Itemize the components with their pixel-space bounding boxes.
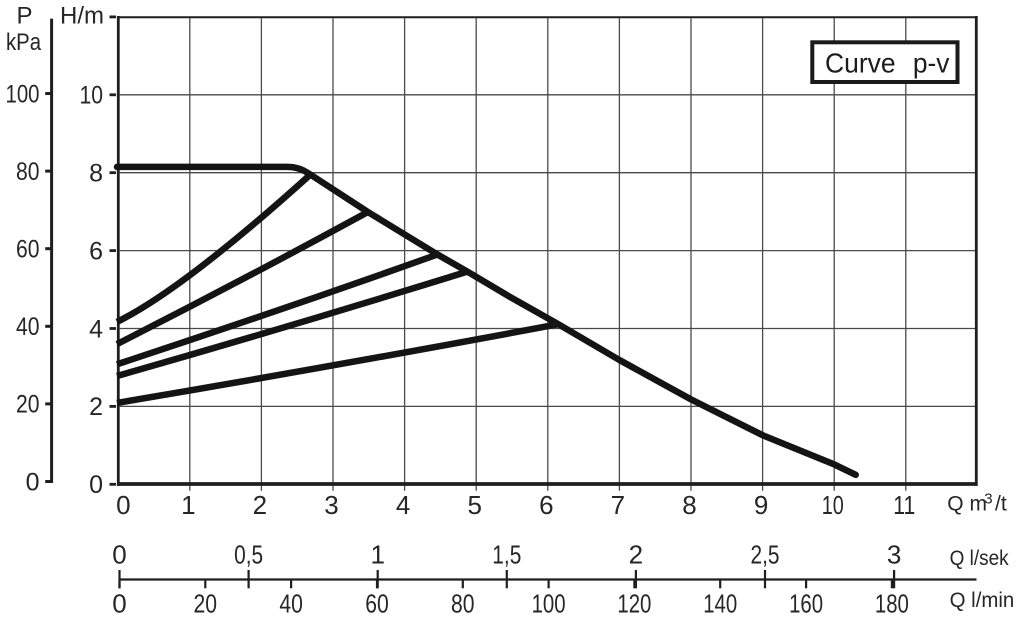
svg-text:3: 3 xyxy=(887,540,901,570)
svg-text:3: 3 xyxy=(984,491,992,508)
svg-text:11: 11 xyxy=(893,490,915,520)
svg-text:7: 7 xyxy=(611,490,625,520)
svg-text:2: 2 xyxy=(629,540,643,570)
svg-text:1,5: 1,5 xyxy=(492,540,521,570)
svg-text:8: 8 xyxy=(682,490,696,520)
svg-text:2: 2 xyxy=(253,490,267,520)
svg-text:40: 40 xyxy=(279,588,303,618)
svg-text:0: 0 xyxy=(112,588,126,618)
svg-text:100: 100 xyxy=(6,80,40,108)
svg-text:1: 1 xyxy=(370,540,384,570)
svg-text:180: 180 xyxy=(875,588,909,618)
svg-text:Q m: Q m xyxy=(947,493,987,516)
svg-text:p-v: p-v xyxy=(913,48,950,79)
svg-text:3: 3 xyxy=(324,490,338,520)
svg-text:2: 2 xyxy=(89,393,103,421)
svg-text:6: 6 xyxy=(89,237,103,265)
svg-text:8: 8 xyxy=(89,160,103,188)
svg-text:160: 160 xyxy=(789,588,823,618)
svg-text:140: 140 xyxy=(703,588,737,618)
svg-text:80: 80 xyxy=(451,588,475,618)
svg-text:Q l/min: Q l/min xyxy=(950,589,1015,612)
svg-text:20: 20 xyxy=(16,391,40,419)
svg-text:Curve: Curve xyxy=(825,48,896,79)
svg-text:10: 10 xyxy=(822,490,844,520)
svg-text:5: 5 xyxy=(467,490,481,520)
svg-text:P: P xyxy=(16,3,32,30)
svg-text:60: 60 xyxy=(16,236,40,264)
svg-text:60: 60 xyxy=(365,588,389,618)
svg-text:0: 0 xyxy=(112,540,126,570)
svg-text:0,5: 0,5 xyxy=(234,540,263,570)
svg-text:9: 9 xyxy=(754,490,768,520)
svg-text:kPa: kPa xyxy=(6,29,42,56)
svg-text:6: 6 xyxy=(539,490,553,520)
svg-text:/t: /t xyxy=(995,493,1007,516)
svg-text:40: 40 xyxy=(16,313,40,341)
svg-text:80: 80 xyxy=(16,158,40,186)
svg-text:Q l/sek: Q l/sek xyxy=(950,547,1009,570)
svg-text:20: 20 xyxy=(194,588,218,618)
svg-text:H/m: H/m xyxy=(60,3,104,30)
svg-text:0: 0 xyxy=(26,468,40,496)
svg-text:120: 120 xyxy=(617,588,651,618)
svg-text:4: 4 xyxy=(396,490,410,520)
svg-text:2,5: 2,5 xyxy=(751,540,780,570)
svg-text:1: 1 xyxy=(181,490,195,520)
svg-text:10: 10 xyxy=(80,82,104,110)
svg-text:0: 0 xyxy=(116,490,130,520)
svg-text:100: 100 xyxy=(532,588,566,618)
svg-text:4: 4 xyxy=(89,315,103,343)
svg-text:0: 0 xyxy=(89,471,103,499)
